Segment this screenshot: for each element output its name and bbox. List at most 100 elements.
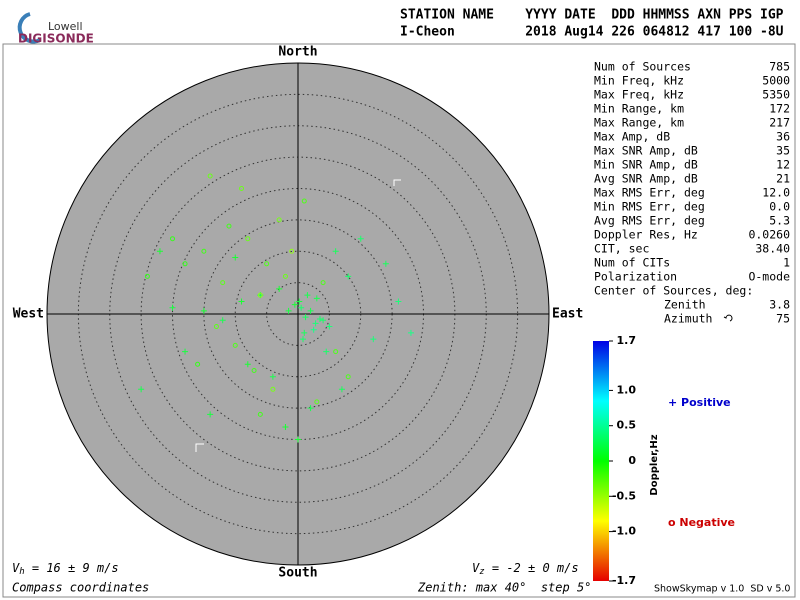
source-positive <box>300 336 307 343</box>
source-positive <box>312 320 319 327</box>
source-positive <box>219 317 226 324</box>
stat-label: Zenith <box>664 298 706 312</box>
source-positive <box>307 307 314 314</box>
source-positive <box>285 307 292 314</box>
stat-value: 36 <box>776 130 790 144</box>
source-negative <box>182 261 188 267</box>
source-negative <box>314 399 320 405</box>
stat-label: Max Freq, kHz <box>594 88 684 102</box>
colorbar-tick-label: 0 <box>628 454 636 467</box>
source-positive <box>370 336 377 343</box>
stat-value: 172 <box>769 102 790 116</box>
stat-label: Max Amp, dB <box>594 130 670 144</box>
source-negative <box>257 411 263 417</box>
source-negative <box>270 386 276 392</box>
source-positive <box>291 301 298 308</box>
source-positive <box>323 348 330 355</box>
stat-label: Max RMS Err, deg <box>594 186 705 200</box>
stat-value: 5.3 <box>769 214 790 228</box>
frame <box>2 43 796 598</box>
stat-label: Max Range, km <box>594 116 684 130</box>
source-negative <box>144 273 150 279</box>
source-negative <box>213 324 219 330</box>
stat-value: 5000 <box>762 74 790 88</box>
logo-bottom: DIGISONDE <box>18 32 94 46</box>
corner-mark <box>195 179 401 452</box>
stat-label: Min RMS Err, deg <box>594 200 705 214</box>
dir-label: North <box>278 45 317 60</box>
stat-label: Avg RMS Err, deg <box>594 214 705 228</box>
legend-negative: o Negative <box>668 516 735 529</box>
stat-label: Num of CITs <box>594 256 670 270</box>
source-positive <box>310 326 317 333</box>
source-negative <box>170 236 175 242</box>
source-positive <box>332 248 339 255</box>
stat-value: 21 <box>776 172 790 186</box>
colorbar-tick-label: 1.0 <box>617 383 637 396</box>
stat-value: 12.0 <box>762 186 790 200</box>
source-negative <box>220 280 226 286</box>
stat-value: 1 <box>783 256 790 270</box>
source-positive <box>138 386 145 393</box>
source-positive <box>238 298 245 305</box>
source-positive <box>302 314 309 321</box>
source-negative <box>264 261 270 267</box>
stat-label: Num of Sources <box>594 60 691 74</box>
source-negative <box>195 361 201 367</box>
stat-value: 12 <box>776 158 790 172</box>
velocity-h: Vh = 16 ± 9 m/s <box>12 561 119 577</box>
stat-label: Min SNR Amp, dB <box>594 158 698 172</box>
source-positive <box>338 386 345 393</box>
v-symbol: V <box>12 561 20 575</box>
source-positive <box>357 235 364 242</box>
source-positive <box>313 295 320 302</box>
footer-version: ShowSkymap v 1.0 SD v 5.0 <box>654 584 790 595</box>
source-positive <box>345 273 352 280</box>
source-positive <box>301 329 308 336</box>
stat-value: 5350 <box>762 88 790 102</box>
legend-positive: + Positive <box>668 396 731 409</box>
source-negative <box>282 273 288 279</box>
logo-arc <box>17 12 41 44</box>
stat-value: 3.8 <box>769 298 790 312</box>
source-negative <box>207 173 213 179</box>
stat-label: CIT, sec <box>594 242 649 256</box>
stat-label: Doppler Res, Hz <box>594 228 698 242</box>
colorbar-tick-label: -1.7 <box>612 574 636 587</box>
logo: Lowell DIGISONDE <box>17 12 94 46</box>
stat-value: 217 <box>769 116 790 130</box>
colorbar-tick-label: -0.5 <box>612 489 636 502</box>
dir-label: East <box>552 307 583 322</box>
source-positive <box>244 361 251 368</box>
stat-label: Avg SNR Amp, dB <box>594 172 698 186</box>
azimuth-icon <box>723 314 733 322</box>
stat-value: 785 <box>769 60 790 74</box>
source-negative <box>245 236 251 242</box>
source-negative <box>345 374 351 380</box>
logo-top: Lowell <box>48 20 83 33</box>
source-positive <box>326 323 333 330</box>
source-positive <box>395 298 402 305</box>
source-negative <box>232 342 238 348</box>
stat-label: Polarization <box>594 270 677 284</box>
stat-value: O-mode <box>748 270 790 284</box>
source-negative <box>239 186 245 191</box>
source-positive <box>200 307 207 314</box>
stat-label: Min Freq, kHz <box>594 74 684 88</box>
source-negative <box>226 223 232 229</box>
v-sub: z <box>479 567 484 577</box>
stat-label: Max SNR Amp, dB <box>594 144 698 158</box>
source-positive <box>298 304 305 311</box>
stat-label: Azimuth <box>664 312 712 326</box>
source-positive <box>156 248 163 255</box>
dir-label: West <box>13 307 44 322</box>
source-negative <box>257 292 263 298</box>
stat-value: 38.40 <box>755 242 790 256</box>
source-negative <box>301 198 307 204</box>
source-negative <box>251 367 257 373</box>
source-negative <box>333 349 339 355</box>
colorbar-tick-label: -1.0 <box>612 525 636 538</box>
stat-value: 0.0 <box>769 200 790 214</box>
source-positive <box>169 304 176 311</box>
source-positive <box>282 423 289 430</box>
